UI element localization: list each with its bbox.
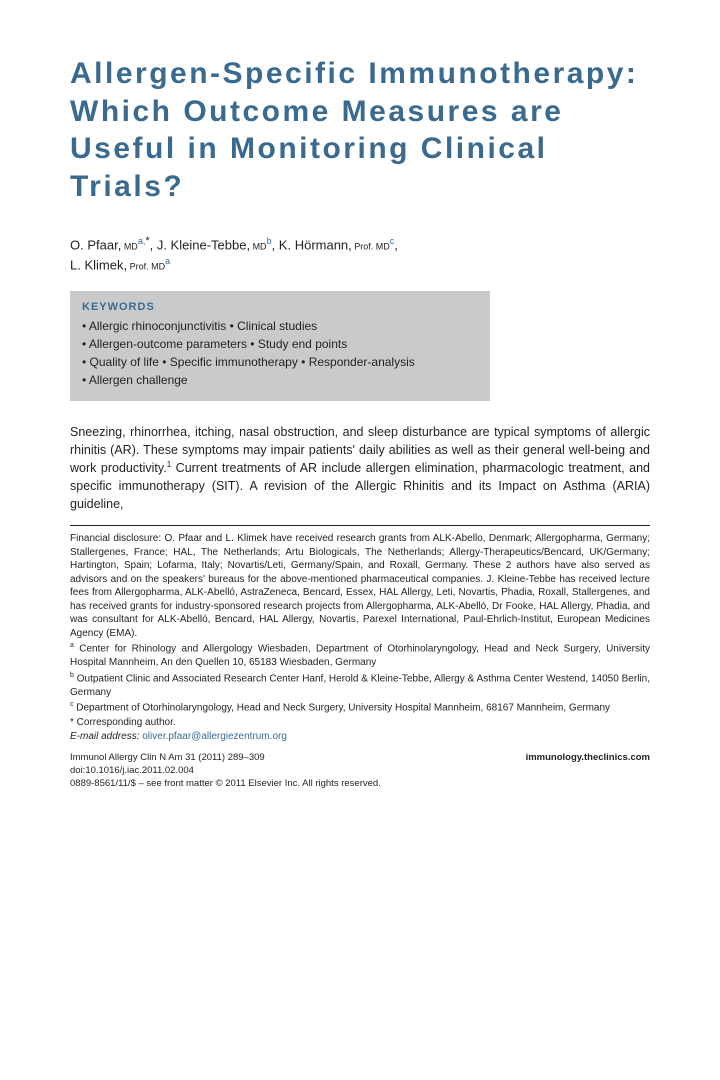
keywords-box: KEYWORDS • Allergic rhinoconjunctivitis …	[70, 291, 490, 401]
copyright: 0889-8561/11/$ – see front matter © 2011…	[70, 778, 650, 791]
author-list: O. Pfaar, MDa,*, J. Kleine-Tebbe, MDb, K…	[70, 233, 650, 275]
email-address[interactable]: oliver.pfaar@allergiezentrum.org	[142, 731, 287, 742]
affiliation-text: Department of Otorhinolaryngology, Head …	[74, 702, 611, 713]
intro-paragraph: Sneezing, rhinorrhea, itching, nasal obs…	[70, 423, 650, 514]
doi: doi:10.1016/j.iac.2011.02.004	[70, 765, 650, 778]
affiliation-text: Outpatient Clinic and Associated Researc…	[70, 673, 650, 698]
journal-citation: Immunol Allergy Clin N Am 31 (2011) 289–…	[70, 752, 265, 765]
keywords-line: • Quality of life • Specific immunothera…	[82, 353, 478, 371]
corresponding-author-note: * Corresponding author.	[70, 716, 650, 730]
keywords-heading: KEYWORDS	[82, 301, 478, 313]
author-name: L. Klimek,	[70, 257, 127, 272]
keywords-list: • Allergic rhinoconjunctivitis • Clinica…	[82, 317, 478, 389]
author-degree: Prof. MD	[127, 261, 165, 271]
author-degree: Prof. MD	[352, 241, 390, 251]
keywords-line: • Allergen-outcome parameters • Study en…	[82, 335, 478, 353]
keywords-line: • Allergic rhinoconjunctivitis • Clinica…	[82, 317, 478, 335]
author-name: O. Pfaar,	[70, 237, 121, 252]
author-degree: MD	[250, 241, 267, 251]
affiliation: c Department of Otorhinolaryngology, Hea…	[70, 700, 650, 715]
author-affiliation-sup: a	[165, 256, 170, 266]
affiliation: a Center for Rhinology and Allergology W…	[70, 641, 650, 669]
author-affiliation-sup: c	[390, 236, 395, 246]
citation-row: Immunol Allergy Clin N Am 31 (2011) 289–…	[70, 752, 650, 765]
footnotes-section: Financial disclosure: O. Pfaar and L. Kl…	[70, 525, 650, 790]
email-line: E-mail address: oliver.pfaar@allergiezen…	[70, 730, 650, 744]
author-name: , J. Kleine-Tebbe,	[150, 237, 250, 252]
email-label: E-mail address:	[70, 731, 142, 742]
keywords-line: • Allergen challenge	[82, 371, 478, 389]
journal-site[interactable]: immunology.theclinics.com	[526, 752, 650, 765]
financial-disclosure: Financial disclosure: O. Pfaar and L. Kl…	[70, 532, 650, 640]
article-title: Allergen-Specific Immunotherapy: Which O…	[70, 55, 650, 205]
affiliation-text: Center for Rhinology and Allergology Wie…	[70, 644, 650, 669]
affiliation: b Outpatient Clinic and Associated Resea…	[70, 671, 650, 699]
author-degree: MD	[121, 241, 138, 251]
author-name: , K. Hörmann,	[272, 237, 352, 252]
